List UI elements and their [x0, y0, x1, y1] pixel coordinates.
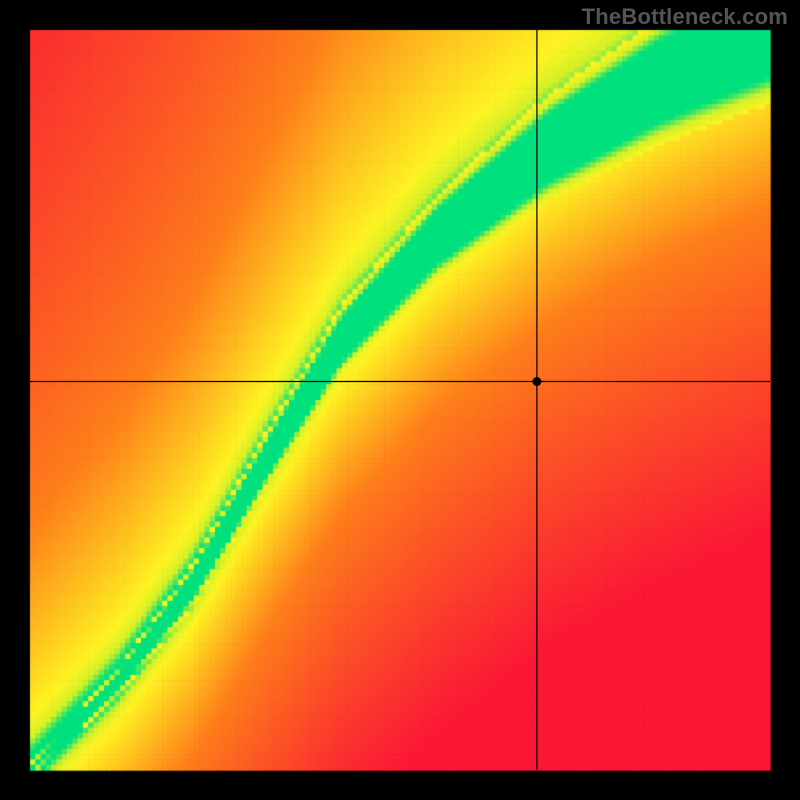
chart-container: { "watermark": { "text": "TheBottleneck.… — [0, 0, 800, 800]
bottleneck-heatmap — [0, 0, 800, 800]
watermark-text: TheBottleneck.com — [582, 4, 788, 30]
